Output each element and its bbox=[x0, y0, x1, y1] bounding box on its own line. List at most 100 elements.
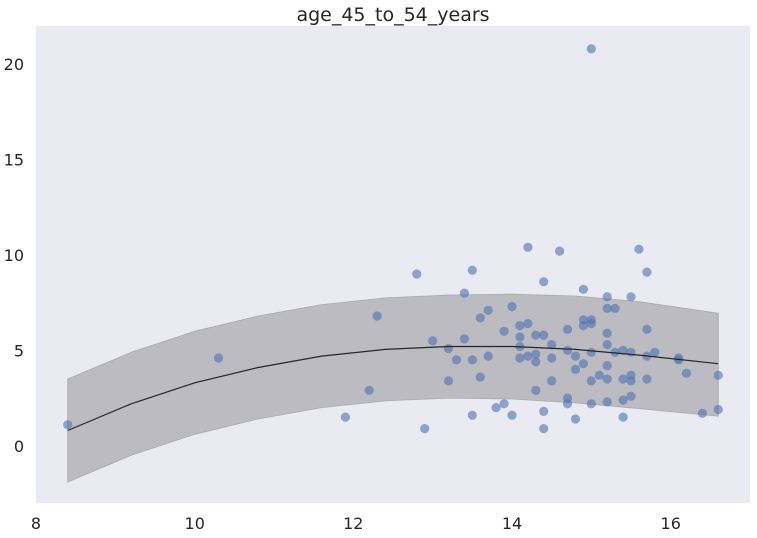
x-tick-label: 10 bbox=[185, 514, 205, 533]
data-point bbox=[539, 330, 549, 340]
data-point bbox=[634, 244, 644, 254]
data-point bbox=[555, 246, 565, 256]
data-point bbox=[602, 292, 612, 302]
x-tick-label: 16 bbox=[661, 514, 681, 533]
data-point bbox=[570, 364, 581, 374]
data-point bbox=[459, 288, 469, 298]
data-point bbox=[475, 313, 485, 323]
data-point bbox=[626, 292, 636, 302]
data-point bbox=[602, 374, 612, 384]
data-point bbox=[713, 404, 723, 415]
data-point bbox=[63, 420, 73, 430]
data-point bbox=[681, 368, 692, 378]
data-point bbox=[618, 412, 628, 422]
data-point bbox=[586, 319, 596, 329]
data-point bbox=[602, 328, 612, 338]
data-point bbox=[578, 284, 589, 294]
data-point bbox=[499, 326, 509, 336]
data-point bbox=[626, 347, 636, 357]
data-point bbox=[507, 301, 517, 312]
data-point bbox=[562, 345, 573, 355]
data-point bbox=[642, 374, 652, 384]
y-tick-label: 20 bbox=[4, 55, 24, 74]
data-point bbox=[642, 324, 652, 334]
data-point bbox=[539, 277, 549, 287]
data-point bbox=[531, 357, 541, 367]
data-point bbox=[570, 414, 581, 424]
data-point bbox=[578, 321, 589, 331]
y-tick-label: 5 bbox=[14, 341, 24, 360]
data-point bbox=[467, 355, 477, 365]
data-point bbox=[586, 44, 596, 54]
data-point bbox=[570, 351, 581, 361]
data-point bbox=[602, 303, 612, 313]
data-point bbox=[515, 332, 525, 342]
data-point bbox=[428, 336, 438, 346]
data-point bbox=[586, 347, 596, 357]
data-point bbox=[467, 265, 477, 275]
data-point bbox=[586, 376, 596, 386]
data-point bbox=[507, 410, 517, 420]
x-tick-label: 12 bbox=[343, 514, 363, 533]
data-point bbox=[443, 376, 454, 386]
confidence-band bbox=[67, 293, 719, 483]
data-point bbox=[602, 397, 612, 407]
data-point bbox=[412, 269, 422, 279]
data-point bbox=[602, 361, 612, 371]
data-point bbox=[372, 311, 382, 321]
y-tick-label: 15 bbox=[4, 151, 24, 170]
data-point bbox=[213, 353, 224, 363]
y-tick-label: 10 bbox=[4, 246, 24, 265]
data-point bbox=[594, 370, 604, 380]
data-point bbox=[459, 334, 469, 344]
data-point bbox=[491, 403, 501, 413]
data-point bbox=[610, 347, 620, 357]
data-point bbox=[523, 351, 533, 361]
fit-line bbox=[67, 345, 719, 432]
data-point bbox=[364, 385, 374, 395]
x-axis-ticks: 8 10 12 14 16 bbox=[31, 514, 681, 533]
data-point bbox=[467, 410, 477, 420]
data-point bbox=[443, 343, 454, 354]
data-point bbox=[420, 424, 430, 434]
data-point bbox=[531, 330, 541, 340]
data-point bbox=[499, 399, 509, 409]
fit-line-layer bbox=[67, 345, 719, 432]
data-point bbox=[523, 242, 533, 252]
data-point bbox=[531, 385, 541, 395]
y-tick-label: 0 bbox=[14, 437, 24, 456]
x-tick-label: 14 bbox=[502, 514, 522, 533]
data-point bbox=[515, 353, 525, 363]
data-point bbox=[547, 353, 557, 363]
x-tick-label: 8 bbox=[31, 514, 41, 533]
data-point bbox=[562, 324, 573, 334]
data-point bbox=[602, 340, 612, 350]
data-point bbox=[697, 408, 708, 418]
data-point bbox=[618, 374, 628, 384]
data-point bbox=[483, 305, 493, 315]
data-point bbox=[618, 345, 628, 355]
data-point bbox=[650, 347, 660, 357]
data-points-layer bbox=[63, 44, 723, 434]
data-point bbox=[539, 424, 549, 434]
data-point bbox=[618, 395, 628, 405]
data-point bbox=[626, 376, 636, 386]
data-point bbox=[713, 370, 723, 380]
data-point bbox=[475, 372, 485, 382]
confidence-band-layer bbox=[67, 293, 719, 483]
data-point bbox=[610, 303, 620, 313]
data-point bbox=[578, 359, 589, 369]
data-point bbox=[523, 319, 533, 329]
data-point bbox=[531, 349, 541, 359]
data-point bbox=[586, 399, 596, 409]
y-axis-ticks: 0 5 10 15 20 bbox=[4, 55, 24, 456]
data-point bbox=[451, 355, 462, 365]
data-point bbox=[515, 321, 525, 331]
data-point bbox=[547, 340, 557, 350]
data-point bbox=[642, 267, 652, 277]
data-point bbox=[626, 391, 636, 401]
data-point bbox=[562, 399, 573, 409]
data-point bbox=[547, 376, 557, 386]
chart-title: age_45_to_54_years bbox=[296, 4, 489, 26]
